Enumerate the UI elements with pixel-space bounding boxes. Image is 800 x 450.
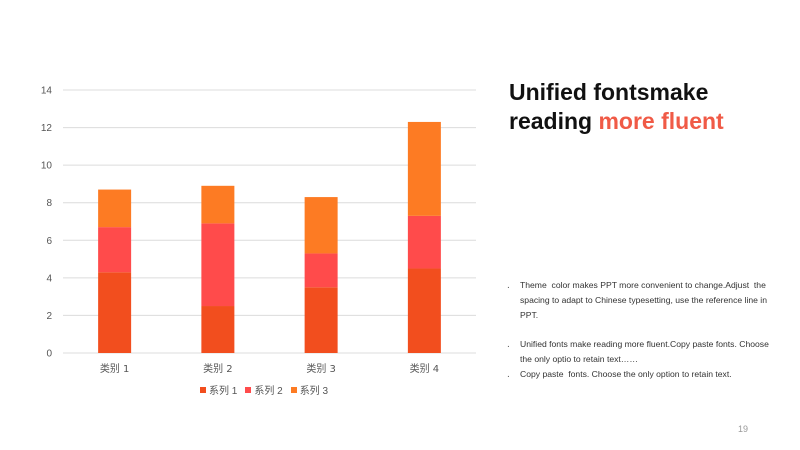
y-tick-label: 10	[41, 161, 53, 172]
legend-swatch-series-1	[200, 386, 206, 393]
bar-segment	[98, 227, 132, 273]
y-tick-label: 12	[41, 123, 53, 134]
bar-segment	[304, 197, 338, 254]
title-line-2: reading more fluent	[509, 107, 789, 136]
bullet-list: . Theme color makes PPT more convenient …	[507, 278, 777, 382]
bullet-dot: .	[507, 280, 510, 291]
bullet-text: Unified fonts make reading more fluent.C…	[520, 339, 769, 364]
bar-segment	[407, 215, 441, 269]
bar-segment	[407, 268, 441, 353]
title-accent-text: more fluent	[598, 108, 724, 134]
legend-label-series-1: 系列 1	[209, 386, 238, 397]
bar-segment	[201, 185, 235, 224]
bar-segment	[98, 272, 132, 353]
bullet-text: Theme color makes PPT more convenient to…	[520, 280, 767, 320]
legend-label-series-2: 系列 2	[254, 386, 283, 397]
y-tick-label: 2	[46, 311, 52, 322]
y-tick-label: 4	[46, 273, 52, 284]
legend-label-series-3: 系列 3	[299, 386, 329, 397]
slide-title: Unified fontsmake reading more fluent	[509, 78, 789, 136]
x-tick-label: 类别 1	[100, 362, 130, 375]
title-line-2-plain: reading	[509, 108, 599, 134]
x-tick-label: 类别 4	[410, 362, 440, 375]
legend-swatch-series-2	[245, 386, 252, 393]
chart-legend: 系列 1 系列 2 系列 3	[200, 382, 328, 397]
bar-segment	[304, 253, 338, 288]
y-tick-label: 6	[46, 236, 52, 247]
bullet-item: . Theme color makes PPT more convenient …	[507, 278, 777, 323]
y-tick-label: 8	[46, 198, 52, 209]
bullet-dot: .	[507, 369, 510, 380]
bar-segment	[201, 306, 235, 353]
x-tick-label: 类别 3	[306, 362, 336, 375]
y-tick-label: 14	[41, 86, 53, 97]
bullet-item: . Copy paste fonts. Choose the only opti…	[507, 367, 777, 382]
legend-item-series-3: 系列 3	[290, 382, 329, 397]
legend-item-series-1: 系列 1	[200, 382, 237, 397]
legend-swatch-series-3	[290, 386, 297, 393]
y-tick-label: 0	[46, 349, 52, 360]
bar-segment	[304, 287, 338, 353]
bar-segment	[98, 189, 132, 228]
bullet-text: Copy paste fonts. Choose the only option…	[520, 369, 732, 379]
bar-segment	[201, 223, 235, 307]
bullet-item: . Unified fonts make reading more fluent…	[507, 337, 777, 367]
bullet-dot: .	[507, 339, 510, 350]
title-line-1: Unified fontsmake	[509, 79, 709, 105]
bar-segment	[407, 121, 441, 216]
x-tick-label: 类别 2	[203, 362, 233, 375]
legend-item-series-2: 系列 2	[245, 382, 283, 397]
page-number: 19	[738, 424, 749, 434]
